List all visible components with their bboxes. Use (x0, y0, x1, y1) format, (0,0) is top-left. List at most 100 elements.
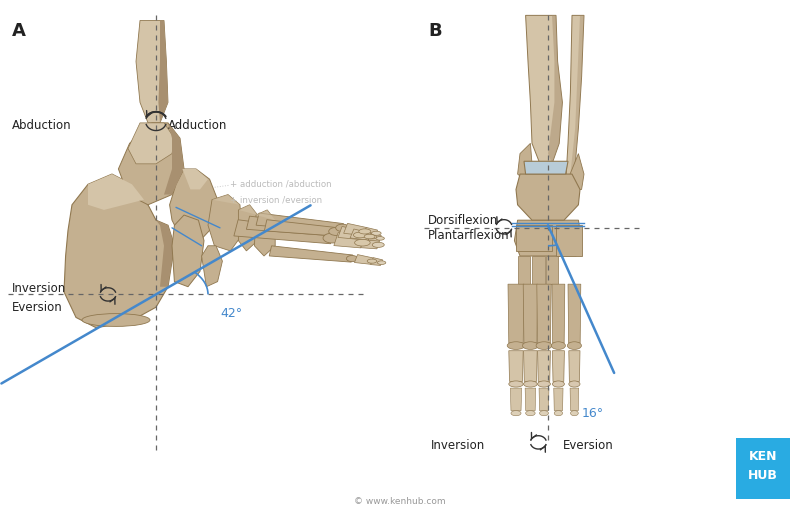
Ellipse shape (538, 381, 550, 387)
Polygon shape (554, 388, 563, 411)
Text: + inversion /eversion: + inversion /eversion (230, 195, 322, 204)
Polygon shape (350, 229, 371, 240)
Text: HUB: HUB (748, 468, 778, 482)
Polygon shape (170, 169, 218, 241)
Polygon shape (238, 205, 258, 215)
Ellipse shape (354, 240, 370, 246)
Polygon shape (354, 254, 374, 264)
Text: Dorsiflexion: Dorsiflexion (428, 214, 498, 227)
Polygon shape (234, 220, 334, 244)
Polygon shape (537, 284, 551, 343)
Ellipse shape (358, 229, 371, 234)
Text: 42°: 42° (220, 307, 242, 320)
Ellipse shape (567, 342, 582, 349)
Polygon shape (566, 15, 584, 184)
Polygon shape (570, 15, 584, 179)
Polygon shape (539, 388, 549, 411)
Polygon shape (202, 246, 222, 287)
Ellipse shape (524, 381, 537, 387)
Text: Inversion: Inversion (12, 282, 66, 295)
Polygon shape (509, 351, 523, 381)
FancyBboxPatch shape (736, 438, 790, 499)
Polygon shape (338, 226, 362, 240)
Ellipse shape (553, 381, 565, 387)
Polygon shape (570, 388, 578, 411)
Polygon shape (556, 225, 582, 256)
Polygon shape (238, 205, 258, 251)
Ellipse shape (371, 231, 381, 236)
Polygon shape (254, 210, 275, 256)
Polygon shape (524, 351, 538, 381)
Ellipse shape (82, 313, 150, 327)
Polygon shape (256, 210, 275, 220)
Polygon shape (64, 174, 174, 328)
Polygon shape (128, 123, 174, 164)
Polygon shape (156, 220, 174, 287)
Polygon shape (88, 174, 144, 210)
Polygon shape (182, 169, 208, 189)
Text: Eversion: Eversion (12, 301, 62, 314)
Polygon shape (334, 232, 364, 248)
Polygon shape (524, 161, 568, 174)
Ellipse shape (367, 259, 377, 263)
Polygon shape (256, 213, 343, 232)
Ellipse shape (329, 227, 343, 236)
Text: Inversion: Inversion (431, 439, 486, 452)
Polygon shape (518, 143, 532, 179)
Polygon shape (246, 216, 337, 236)
Ellipse shape (551, 342, 566, 349)
Polygon shape (510, 388, 522, 411)
Polygon shape (525, 388, 536, 411)
Ellipse shape (536, 342, 552, 349)
Text: © www.kenhub.com: © www.kenhub.com (354, 497, 446, 506)
Ellipse shape (539, 411, 549, 416)
Polygon shape (358, 231, 373, 240)
Polygon shape (523, 284, 538, 343)
Polygon shape (370, 258, 382, 265)
Polygon shape (158, 20, 168, 123)
Polygon shape (516, 174, 580, 220)
Ellipse shape (511, 411, 521, 416)
Ellipse shape (354, 232, 366, 238)
Polygon shape (546, 256, 558, 284)
Ellipse shape (364, 234, 375, 239)
Ellipse shape (376, 237, 384, 240)
Ellipse shape (323, 233, 341, 243)
Polygon shape (532, 256, 545, 284)
Polygon shape (548, 15, 562, 164)
Polygon shape (514, 220, 582, 256)
Ellipse shape (522, 342, 538, 349)
Text: 16°: 16° (582, 407, 604, 420)
Polygon shape (553, 351, 565, 381)
Polygon shape (363, 227, 378, 237)
Polygon shape (552, 284, 565, 343)
Polygon shape (208, 195, 242, 251)
Ellipse shape (336, 224, 349, 231)
Polygon shape (526, 15, 562, 164)
Ellipse shape (507, 342, 525, 349)
Text: Adduction: Adduction (168, 119, 227, 132)
Polygon shape (136, 20, 168, 123)
Polygon shape (569, 351, 580, 381)
Text: KEN: KEN (749, 450, 778, 463)
Ellipse shape (509, 381, 523, 387)
Polygon shape (508, 284, 524, 343)
Polygon shape (118, 123, 184, 205)
Polygon shape (164, 123, 184, 195)
Text: Plantarflexion: Plantarflexion (428, 229, 510, 242)
Polygon shape (361, 238, 379, 249)
Ellipse shape (554, 411, 562, 416)
Ellipse shape (526, 411, 535, 416)
Polygon shape (516, 225, 552, 251)
Polygon shape (270, 246, 353, 262)
Text: Eversion: Eversion (562, 439, 613, 452)
Text: Abduction: Abduction (12, 119, 72, 132)
Polygon shape (368, 233, 382, 241)
Ellipse shape (342, 229, 355, 237)
Polygon shape (568, 154, 584, 189)
Ellipse shape (569, 381, 580, 387)
Polygon shape (172, 215, 204, 287)
Ellipse shape (346, 255, 358, 262)
Ellipse shape (378, 261, 386, 264)
Polygon shape (518, 256, 530, 284)
